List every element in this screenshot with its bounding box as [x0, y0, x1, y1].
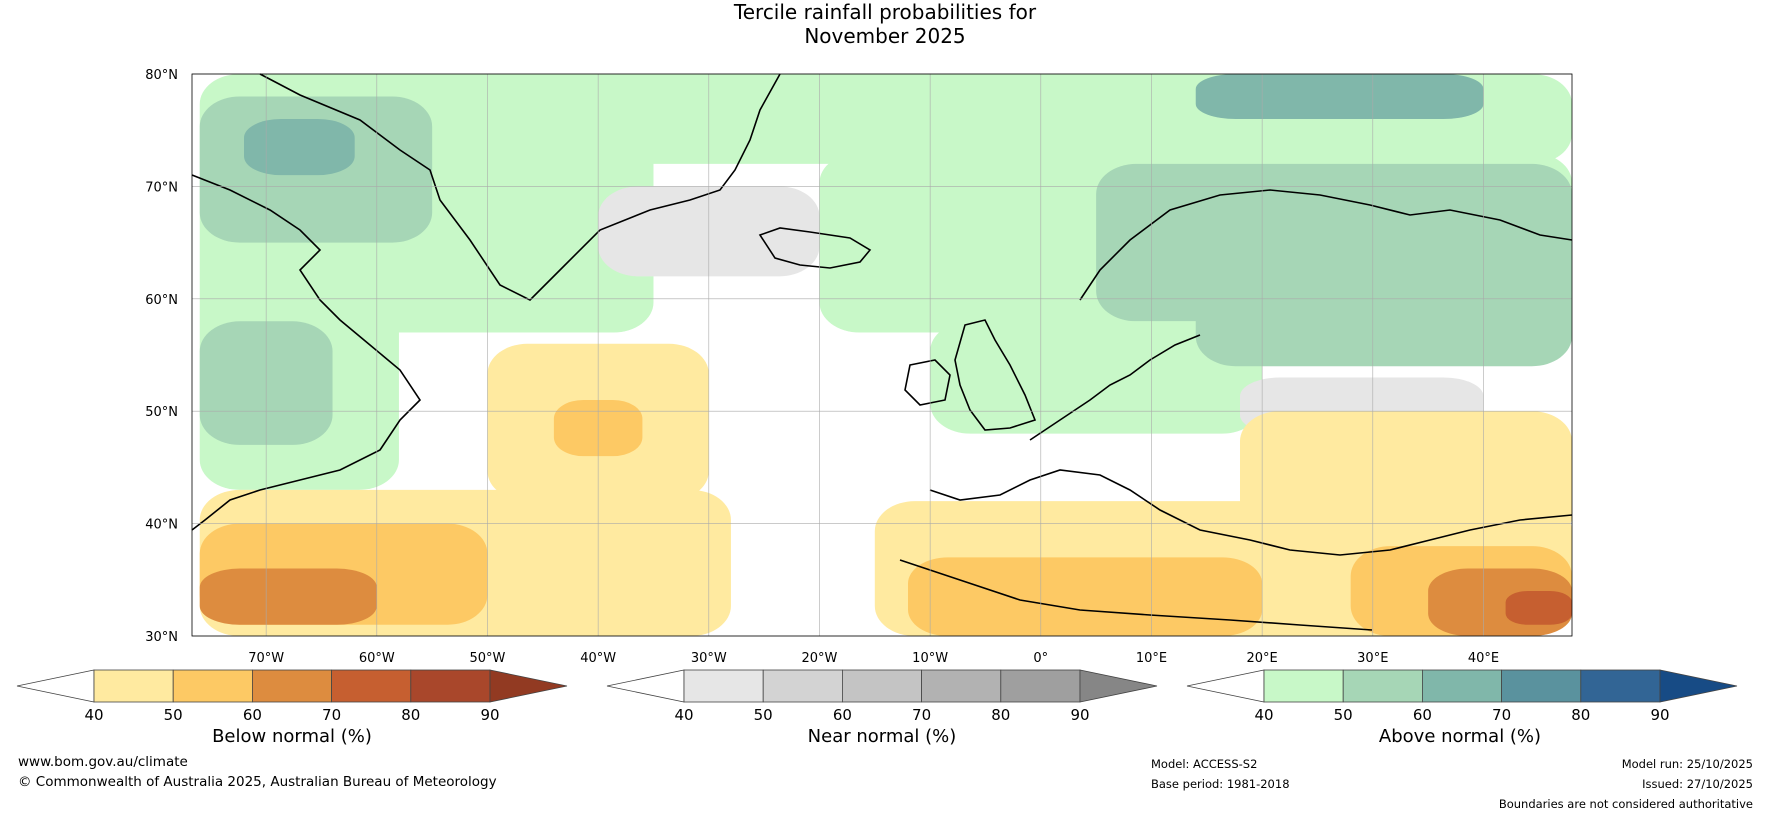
lat-tick-1: 70°N [145, 180, 178, 195]
colorbar-below-tick-2: 60 [243, 706, 262, 724]
footer-base-period: Base period: 1981-2018 [1151, 777, 1290, 791]
colorbars: 40 50 60 70 80 90 40 50 60 70 80 90 40 50 60 70 80 90 [16, 669, 1738, 724]
title-line-2: November 2025 [804, 24, 966, 48]
lon-tick-0: 70°W [248, 651, 284, 666]
colorbar-below-box-0 [93, 669, 174, 703]
map-title: Tercile rainfall probabilities for Novem… [0, 0, 1770, 48]
colorbar-above-tick-3: 70 [1492, 706, 1511, 724]
colorbar-near-box-2 [842, 669, 923, 703]
title-line-1: Tercile rainfall probabilities for [733, 0, 1037, 24]
footer-model: Model: ACCESS-S2 [1151, 757, 1258, 771]
lon-tick-10: 30°E [1357, 651, 1388, 666]
lon-tick-5: 20°W [802, 651, 838, 666]
latitude-ticks: 80°N 70°N 60°N 50°N 40°N 30°N [145, 68, 178, 645]
colorbar-label-above: Above normal (%) [1378, 726, 1542, 747]
colorbar-above-tick-0: 40 [1254, 706, 1273, 724]
region-below-19 [908, 557, 1263, 636]
colorbar-label-near: Near normal (%) [807, 726, 957, 747]
footer-url: www.bom.gov.au/climate [18, 754, 188, 770]
region-above-2 [244, 118, 355, 176]
coastline-north-africa [899, 559, 1373, 631]
colorbar-below-tick-5: 90 [480, 706, 499, 724]
colorbar-below-tick-3: 70 [322, 706, 341, 724]
colorbar-near-min-arrow [606, 669, 685, 703]
lat-tick-3: 50°N [145, 405, 178, 420]
coastline-europe [1029, 334, 1201, 441]
lon-tick-1: 60°W [359, 651, 395, 666]
colorbar-above-box-0 [1263, 669, 1344, 703]
colorbar-above-tick-1: 50 [1334, 706, 1353, 724]
region-below-20 [1240, 411, 1572, 547]
lon-tick-9: 20°E [1247, 651, 1278, 666]
lon-tick-2: 50°W [470, 651, 506, 666]
coastline-greenland [259, 73, 781, 301]
lat-tick-2: 60°N [145, 293, 178, 308]
coastline-britain [954, 319, 1037, 431]
colorbar-near-max-arrow [1079, 669, 1158, 703]
colorbar-above-max-arrow [1659, 669, 1738, 703]
footer-copyright: © Commonwealth of Australia 2025, Austra… [18, 774, 497, 790]
colorbar-below-box-3 [331, 669, 412, 703]
coastline-canada [191, 174, 422, 531]
region-above-9 [930, 321, 1263, 434]
region-above-8 [1195, 74, 1484, 119]
map-frame [191, 73, 1573, 637]
colorbar-below-tick-4: 80 [401, 706, 420, 724]
colorbar-near-tick-0: 40 [674, 706, 693, 724]
colorbar-above-tick-2: 60 [1413, 706, 1432, 724]
colorbar-near-box-0 [683, 669, 764, 703]
region-below-15 [199, 568, 377, 625]
lat-tick-5: 30°N [145, 630, 178, 645]
colorbar-below-tick-0: 40 [84, 706, 103, 724]
probability-regions [199, 74, 1572, 636]
colorbar-near-tick-4: 80 [991, 706, 1010, 724]
colorbar-near-box-3 [921, 669, 1002, 703]
lon-tick-8: 10°E [1136, 651, 1167, 666]
colorbar-above-box-2 [1422, 669, 1503, 703]
coastline-iberia-med [929, 469, 1573, 556]
colorbar-below-tick-1: 50 [164, 706, 183, 724]
coastline-iceland [758, 227, 872, 269]
lon-tick-4: 30°W [691, 651, 727, 666]
colorbar-near: 40 50 60 70 80 90 [606, 669, 1158, 724]
colorbar-near-box-4 [1000, 669, 1081, 703]
lat-tick-0: 80°N [145, 68, 178, 83]
footer-model-run: Model run: 25/10/2025 [1621, 757, 1753, 771]
lon-tick-6: 10°W [912, 651, 948, 666]
coastlines [191, 73, 1573, 631]
colorbar-above-box-3 [1501, 669, 1582, 703]
colorbar-below-min-arrow [16, 669, 95, 703]
region-below-23 [1505, 591, 1572, 625]
colorbar-near-tick-1: 50 [754, 706, 773, 724]
coastline-ireland [904, 359, 951, 406]
colorbar-below-box-2 [251, 669, 332, 703]
colorbar-label-below: Below normal (%) [212, 726, 372, 747]
colorbar-above-min-arrow [1186, 669, 1265, 703]
colorbar-above-box-1 [1342, 669, 1423, 703]
lon-tick-11: 40°E [1468, 651, 1499, 666]
footer-issued: Issued: 27/10/2025 [1642, 777, 1753, 791]
region-above-10 [1195, 265, 1572, 367]
lon-tick-7: 0° [1033, 651, 1048, 666]
colorbar-above: 40 50 60 70 80 90 [1186, 669, 1738, 724]
colorbar-below-max-arrow [489, 669, 568, 703]
colorbar-below: 40 50 60 70 80 90 [16, 669, 568, 724]
colorbar-below-box-1 [172, 669, 253, 703]
longitude-ticks: 70°W 60°W 50°W 40°W 30°W 20°W 10°W 0° 10°E 20°E 30… [248, 651, 1499, 666]
colorbar-near-tick-5: 90 [1070, 706, 1089, 724]
colorbar-near-box-1 [762, 669, 843, 703]
colorbar-above-box-4 [1580, 669, 1661, 703]
colorbar-near-tick-3: 70 [912, 706, 931, 724]
colorbar-below-box-4 [410, 669, 491, 703]
lat-tick-4: 40°N [145, 518, 178, 533]
colorbar-near-tick-2: 60 [833, 706, 852, 724]
coastline-scandinavia [1079, 189, 1573, 301]
footer-disclaimer: Boundaries are not considered authoritat… [1498, 797, 1753, 811]
lon-tick-3: 40°W [580, 651, 616, 666]
colorbar-above-tick-5: 90 [1650, 706, 1669, 724]
colorbar-above-tick-4: 80 [1571, 706, 1590, 724]
